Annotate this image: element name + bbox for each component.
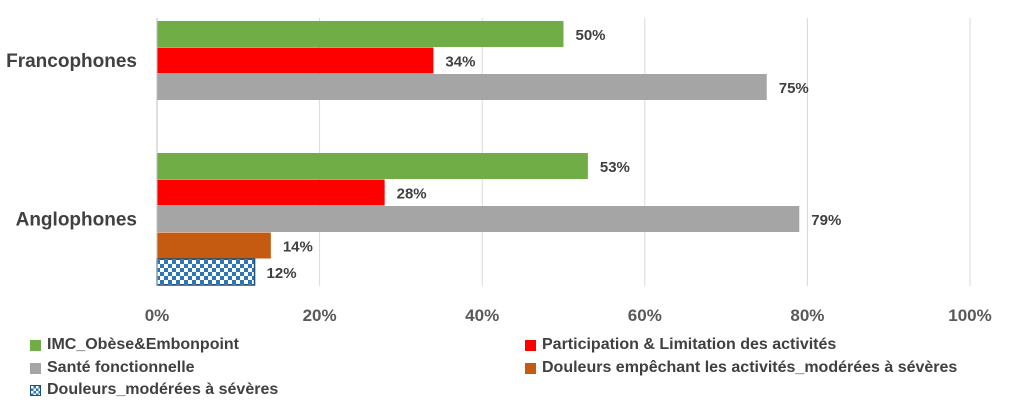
legend-label: Santé fonctionnelle: [47, 359, 195, 376]
data-label: 53%: [600, 159, 630, 176]
data-label: 34%: [445, 54, 475, 71]
legend-swatch: [30, 362, 41, 374]
legend-item: IMC_Obèse&Embonpoint: [30, 334, 239, 356]
x-tick-label: 20%: [303, 306, 337, 325]
category-label: Anglophones: [16, 209, 137, 230]
legend-label: Participation & Limitation des activités: [542, 336, 837, 353]
x-tick-label: 60%: [628, 306, 662, 325]
legend-item: Santé fonctionnelle: [30, 357, 195, 379]
legend: IMC_Obèse&Embonpoint Participation & Limi…: [30, 334, 990, 404]
axes: 0% 20% 40% 60% 80% 100% Francophones Anglophone…: [6, 18, 992, 325]
gridlines: [319, 18, 971, 286]
bar: [157, 179, 385, 206]
legend-swatch: [525, 339, 536, 351]
data-label: 79%: [811, 212, 841, 229]
data-label: 75%: [779, 80, 809, 97]
x-tick-label: 40%: [465, 306, 499, 325]
legend-item: Douleurs empêchant les activités_modérée…: [525, 357, 957, 379]
bar: [156, 258, 256, 286]
bar: [157, 232, 271, 259]
bar: [157, 153, 588, 179]
bar: [157, 47, 434, 74]
legend-item: Participation & Limitation des activités: [525, 334, 836, 356]
legend-label: Douleurs empêchant les activités_modérée…: [542, 359, 958, 376]
bars: [156, 21, 800, 286]
category-label: Francophones: [6, 51, 137, 72]
bar-chart: 0% 20% 40% 60% 80% 100% Francophones Anglophone…: [6, 18, 992, 325]
x-tick-label: 0%: [145, 306, 170, 325]
data-label: 14%: [283, 239, 313, 256]
x-tick-label: 80%: [790, 306, 824, 325]
legend-swatch: [525, 362, 536, 374]
data-label: 12%: [267, 265, 297, 282]
bar: [157, 206, 800, 232]
labels: 50% 34% 75% 53% 28% 79% 14% 12%: [267, 27, 842, 282]
data-label: 50%: [576, 27, 606, 44]
bar: [157, 21, 564, 47]
x-tick-label: 100%: [948, 306, 991, 325]
legend-item: Douleurs_modérées à sévères: [30, 379, 278, 401]
legend-swatch: [30, 339, 41, 351]
bar: [157, 74, 767, 100]
data-label: 28%: [397, 186, 427, 203]
legend-swatch: [30, 384, 41, 396]
legend-label: Douleurs_modérées à sévères: [47, 381, 279, 398]
legend-label: IMC_Obèse&Embonpoint: [47, 336, 240, 353]
